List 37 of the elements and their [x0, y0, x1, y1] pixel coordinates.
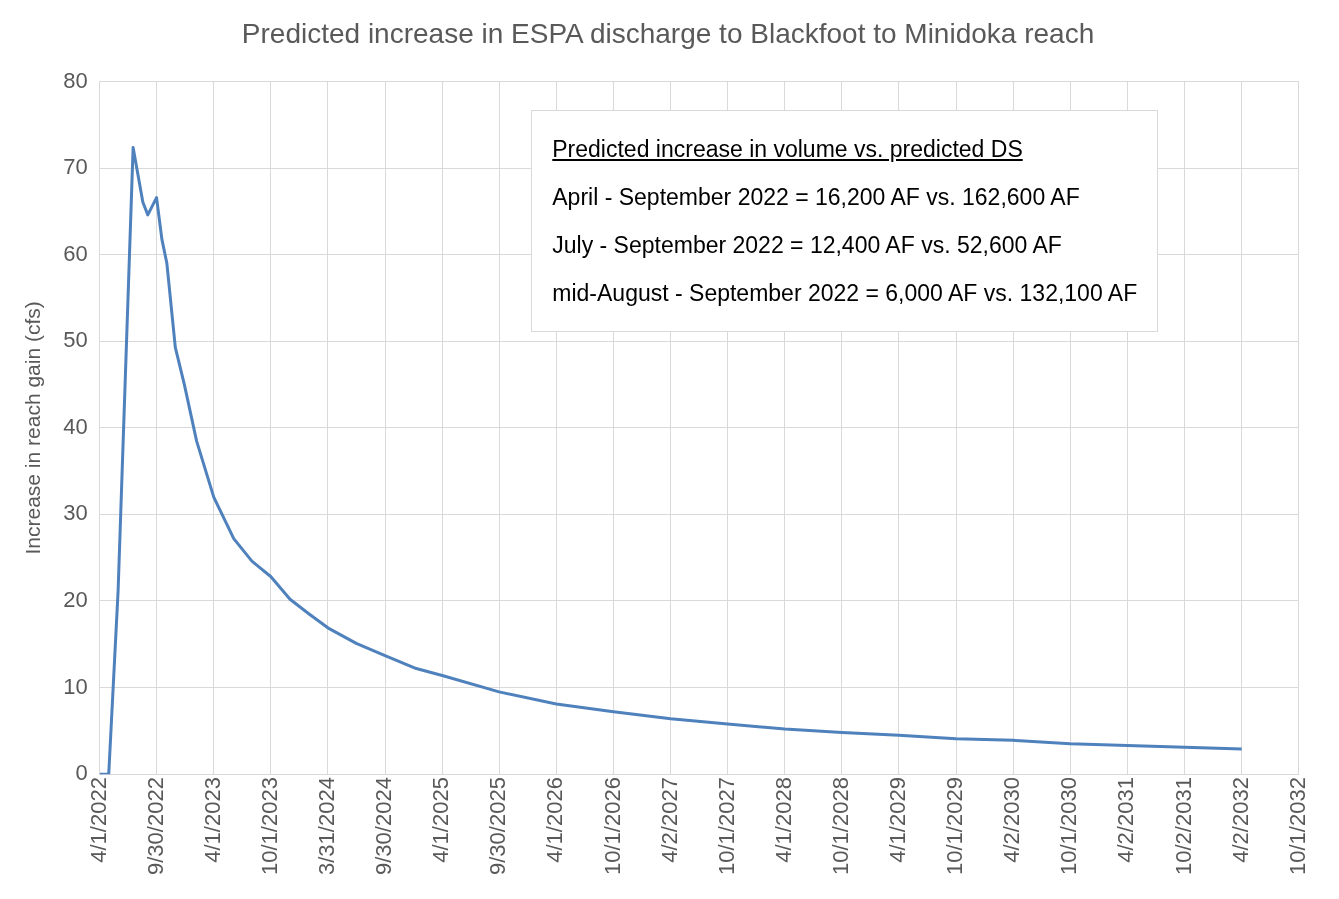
- x-tick-label: 3/31/2024: [313, 777, 339, 875]
- y-axis-title: Increase in reach gain (cfs): [21, 301, 45, 555]
- x-tick-label: 10/1/2029: [942, 777, 968, 875]
- y-tick-label: 60: [63, 240, 88, 266]
- x-tick-label: 9/30/2022: [142, 777, 168, 875]
- x-tick-label: 4/2/2030: [999, 777, 1025, 863]
- x-tick-label: 10/1/2028: [828, 777, 854, 875]
- x-tick-label: 4/1/2025: [428, 777, 454, 863]
- x-tick-label: 4/2/2031: [1113, 777, 1139, 863]
- x-tick-label: 9/30/2025: [485, 777, 511, 875]
- x-tick-label: 4/1/2022: [85, 777, 111, 863]
- y-tick-label: 70: [63, 154, 88, 180]
- annotation: Predicted increase in volume vs. predicted DS: [552, 134, 1024, 164]
- x-tick-label: 4/2/2027: [656, 777, 682, 863]
- annotation: July - September 2022 = 12,400 AF vs. 52,600 AF: [552, 230, 1063, 260]
- x-tick-label: 10/1/2023: [257, 777, 283, 875]
- x-tick-label: 4/1/2026: [542, 777, 568, 863]
- y-tick-label: 50: [63, 327, 88, 353]
- y-tick-label: 20: [63, 587, 88, 613]
- annotation: mid-August - September 2022 = 6,000 AF vs. 132,100 AF: [552, 278, 1138, 308]
- y-tick-label: 80: [63, 67, 88, 93]
- x-tick-label: 4/2/2032: [1227, 777, 1253, 863]
- x-tick-label: 10/2/2031: [1170, 777, 1196, 875]
- x-tick-label: 4/1/2029: [884, 777, 910, 863]
- y-tick-label: 10: [63, 673, 88, 699]
- x-tick-label: 4/1/2028: [770, 777, 796, 863]
- x-tick-label: 10/1/2027: [713, 777, 739, 875]
- x-tick-label: 4/1/2023: [199, 777, 225, 863]
- y-tick-label: 30: [63, 500, 88, 526]
- x-tick-label: 10/1/2032: [1284, 777, 1310, 875]
- x-tick-label: 10/1/2030: [1056, 777, 1082, 875]
- x-tick-label: 9/30/2024: [371, 777, 397, 875]
- chart-title: Predicted increase in ESPA discharge to Blackfoot to Minidoka reach: [241, 17, 1095, 49]
- annotation: April - September 2022 = 16,200 AF vs. 162,600 AF: [552, 182, 1081, 212]
- x-tick-label: 10/1/2026: [599, 777, 625, 875]
- y-tick-label: 40: [63, 413, 88, 439]
- y-tick-label: 0: [75, 760, 88, 786]
